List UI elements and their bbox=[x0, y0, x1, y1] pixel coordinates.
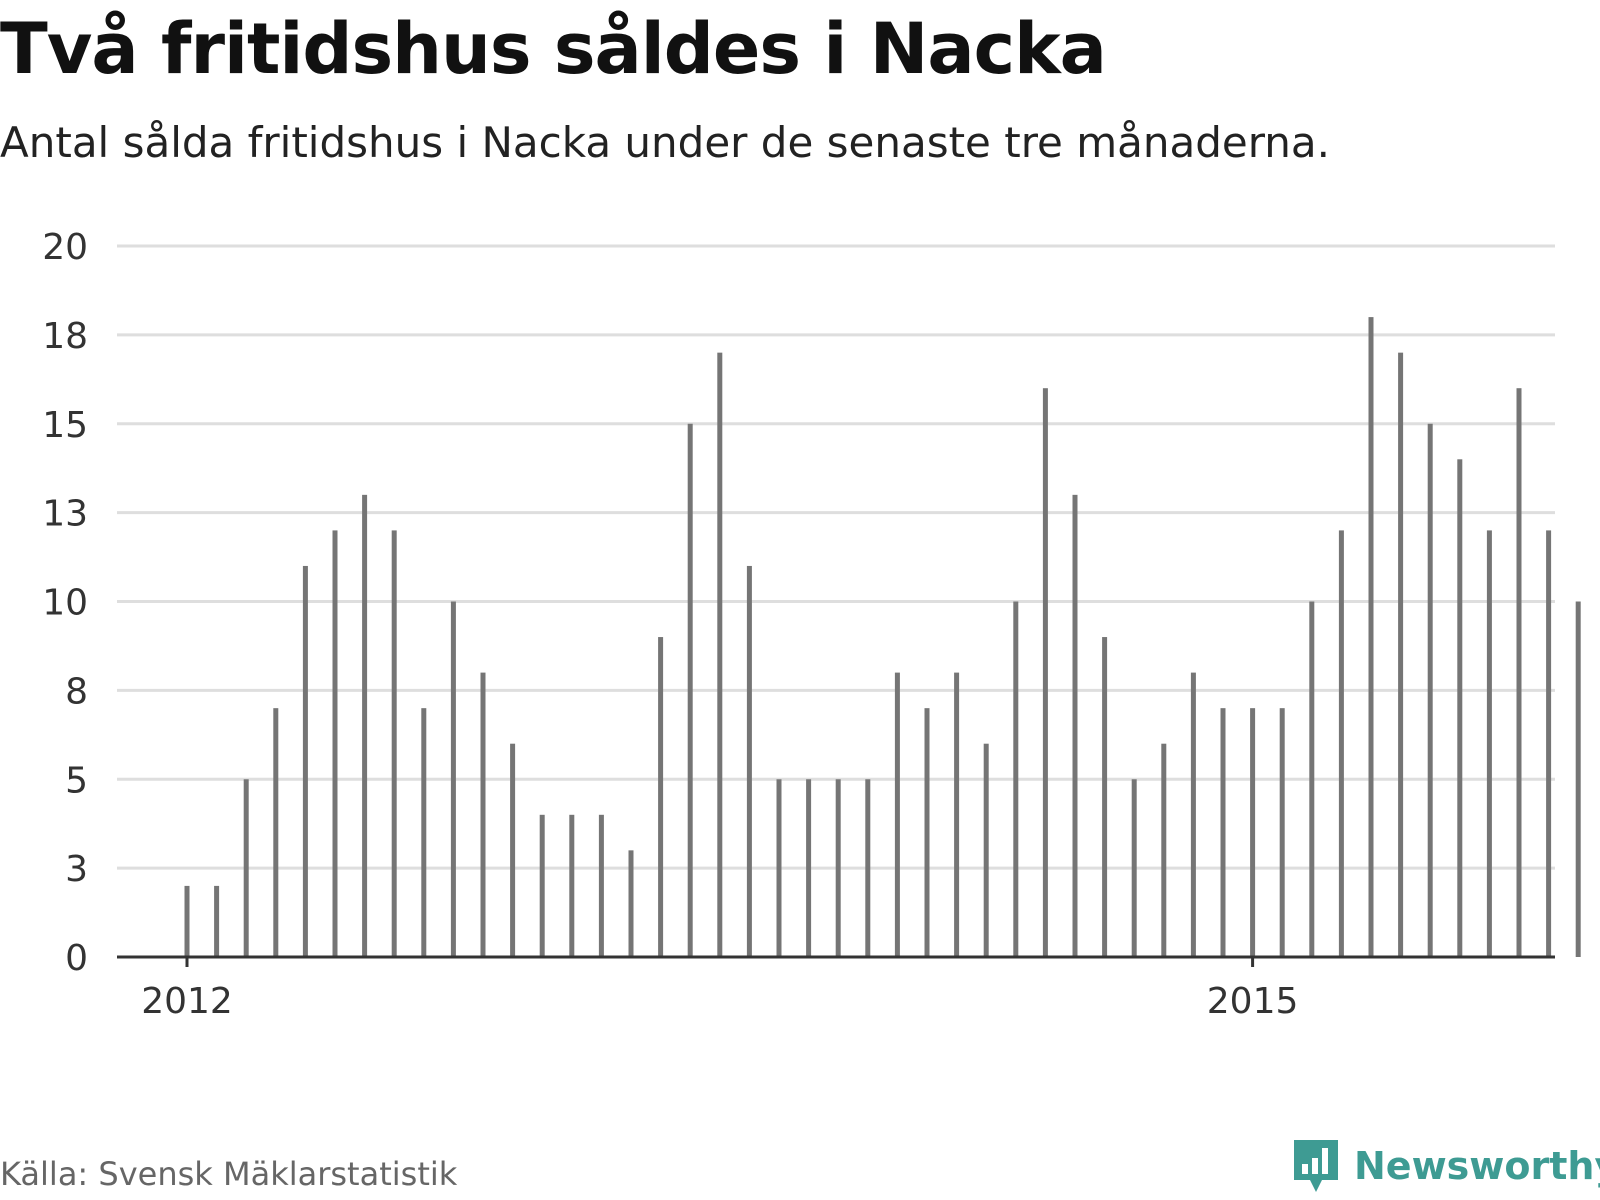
bar bbox=[539, 814, 545, 957]
bar bbox=[1516, 388, 1522, 957]
y-tick-label: 13 bbox=[42, 494, 88, 535]
bar bbox=[302, 565, 308, 957]
bar bbox=[1131, 779, 1137, 957]
bar bbox=[421, 708, 427, 957]
source-note: Källa: Svensk Mäklarstatistik bbox=[0, 1155, 458, 1193]
y-axis-ticks: 0 3 5 8 10 13 15 18 20 bbox=[42, 227, 88, 979]
y-tick-label: 15 bbox=[42, 405, 88, 446]
y-tick-label: 5 bbox=[65, 760, 88, 801]
gridlines bbox=[117, 244, 1555, 870]
bar bbox=[332, 530, 338, 957]
bar bbox=[835, 779, 841, 957]
bar bbox=[894, 672, 900, 957]
bar bbox=[1042, 388, 1048, 957]
x-tick-label: 2015 bbox=[1207, 981, 1299, 1022]
newsworthy-logo-icon bbox=[1294, 1140, 1338, 1192]
bar bbox=[954, 672, 960, 957]
bar bbox=[1220, 708, 1226, 957]
y-tick-label: 18 bbox=[42, 316, 88, 357]
bar bbox=[1013, 601, 1019, 957]
bar bbox=[1102, 637, 1108, 957]
y-tick-label: 0 bbox=[65, 938, 88, 979]
brand-logo: Newsworthy bbox=[1292, 1138, 1600, 1194]
bar bbox=[569, 814, 575, 957]
bar bbox=[598, 814, 604, 957]
bar bbox=[1190, 672, 1196, 957]
bar bbox=[924, 708, 930, 957]
x-axis-ticks: 20122015201820212023 bbox=[141, 957, 1299, 1022]
bar bbox=[1250, 708, 1256, 957]
bar bbox=[1398, 352, 1404, 957]
bar bbox=[214, 885, 220, 957]
bar bbox=[391, 530, 397, 957]
bar bbox=[806, 779, 812, 957]
bar bbox=[687, 423, 693, 957]
bar bbox=[1457, 459, 1463, 957]
bars bbox=[184, 317, 1581, 958]
bar bbox=[1427, 423, 1433, 957]
y-tick-label: 20 bbox=[42, 227, 88, 268]
bar bbox=[1546, 530, 1552, 957]
bar bbox=[1575, 601, 1581, 957]
bar bbox=[1279, 708, 1285, 957]
bar bbox=[243, 779, 249, 957]
bar bbox=[865, 779, 871, 957]
bar bbox=[362, 494, 368, 957]
chart-subtitle: Antal sålda fritidshus i Nacka under de … bbox=[0, 118, 1330, 167]
bar bbox=[628, 850, 634, 957]
bar bbox=[273, 708, 279, 957]
y-tick-label: 10 bbox=[42, 583, 88, 624]
bar bbox=[510, 743, 516, 957]
brand-name: Newsworthy bbox=[1354, 1144, 1600, 1188]
bar bbox=[450, 601, 456, 957]
y-tick-label: 8 bbox=[65, 671, 88, 712]
bar bbox=[1368, 317, 1374, 958]
bar bbox=[983, 743, 989, 957]
bar bbox=[480, 672, 486, 957]
bar bbox=[1486, 530, 1492, 957]
bar bbox=[184, 885, 190, 957]
x-tick-label: 2012 bbox=[141, 981, 233, 1022]
bar bbox=[1338, 530, 1344, 957]
bar bbox=[658, 637, 664, 957]
bar bbox=[746, 565, 752, 957]
chart-title: Två fritidshus såldes i Nacka bbox=[0, 8, 1107, 90]
y-tick-label: 3 bbox=[65, 849, 88, 890]
bar bbox=[776, 779, 782, 957]
bar bbox=[1072, 494, 1078, 957]
bar bbox=[1309, 601, 1315, 957]
bar bbox=[1161, 743, 1167, 957]
bar bbox=[717, 352, 723, 957]
